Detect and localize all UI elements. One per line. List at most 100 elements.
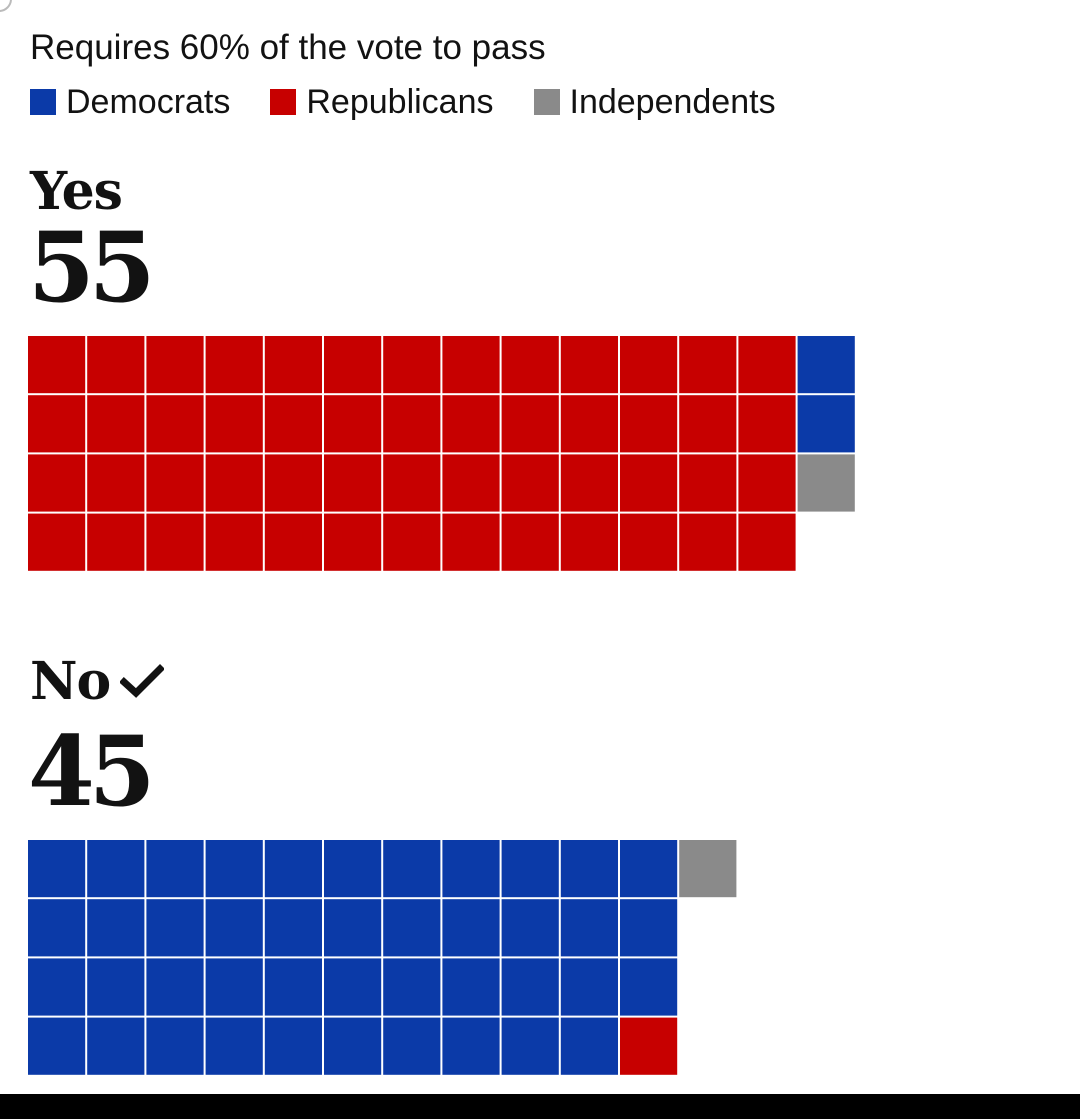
waffle-cell-yes-republicans — [205, 336, 263, 394]
no-count: 45 — [28, 715, 156, 828]
waffle-cell-yes-republicans — [620, 336, 678, 394]
waffle-cell-no-democrats — [560, 958, 618, 1016]
waffle-cell-yes-republicans — [205, 454, 263, 512]
waffle-cell-no-democrats — [205, 899, 263, 957]
waffle-cell-yes-republicans — [205, 395, 263, 453]
waffle-cell-no-democrats — [28, 899, 86, 957]
yes-label-text: Yes — [30, 161, 123, 222]
legend-item-republicans: Republicans — [270, 83, 494, 122]
yes-waffle — [28, 336, 855, 571]
legend-label-democrats: Democrats — [66, 82, 231, 121]
waffle-cell-yes-republicans — [205, 513, 263, 571]
waffle-cell-yes-republicans — [738, 513, 796, 571]
waffle-cell-yes-republicans — [383, 336, 441, 394]
waffle-cell-no-democrats — [87, 840, 145, 898]
waffle-cell-yes-republicans — [560, 454, 618, 512]
waffle-cell-yes-republicans — [146, 454, 204, 512]
waffle-cell-no-democrats — [28, 958, 86, 1016]
waffle-cell-yes-republicans — [620, 454, 678, 512]
waffle-cell-yes-republicans — [620, 395, 678, 453]
waffle-cell-yes-republicans — [560, 513, 618, 571]
waffle-cell-no-democrats — [324, 958, 382, 1016]
waffle-cell-yes-republicans — [442, 395, 500, 453]
waffle-cell-yes-republicans — [28, 336, 86, 394]
waffle-cell-yes-republicans — [324, 454, 382, 512]
waffle-cell-yes-republicans — [738, 336, 796, 394]
waffle-cell-no-democrats — [87, 1017, 145, 1075]
waffle-cell-yes-republicans — [501, 513, 559, 571]
waffle-cell-no-democrats — [620, 840, 678, 898]
waffle-cell-yes-republicans — [383, 454, 441, 512]
waffle-cell-yes-republicans — [146, 395, 204, 453]
waffle-cell-yes-republicans — [324, 336, 382, 394]
waffle-cell-yes-republicans — [28, 395, 86, 453]
waffle-cell-no-democrats — [442, 1017, 500, 1075]
waffle-cell-yes-republicans — [87, 513, 145, 571]
waffle-cell-no-democrats — [264, 1017, 322, 1075]
waffle-cell-no-democrats — [87, 899, 145, 957]
waffle-cell-no-democrats — [383, 958, 441, 1016]
waffle-cell-no-democrats — [501, 840, 559, 898]
no-label-text: No — [30, 651, 111, 712]
waffle-cell-yes-republicans — [264, 513, 322, 571]
waffle-cell-no-democrats — [205, 840, 263, 898]
waffle-cell-no-democrats — [264, 899, 322, 957]
waffle-cell-no-democrats — [324, 899, 382, 957]
waffle-cell-no-democrats — [146, 958, 204, 1016]
waffle-cell-no-democrats — [146, 840, 204, 898]
waffle-cell-yes-republicans — [501, 454, 559, 512]
waffle-cell-no-democrats — [560, 840, 618, 898]
waffle-cell-no-democrats — [560, 1017, 618, 1075]
waffle-cell-yes-republicans — [560, 395, 618, 453]
waffle-cell-yes-republicans — [87, 336, 145, 394]
waffle-cell-no-democrats — [620, 958, 678, 1016]
waffle-cell-no-democrats — [501, 899, 559, 957]
no-label: No — [30, 651, 165, 712]
waffle-cell-no-democrats — [264, 958, 322, 1016]
waffle-cell-yes-republicans — [87, 454, 145, 512]
waffle-cell-no-democrats — [442, 840, 500, 898]
waffle-cell-no-democrats — [146, 899, 204, 957]
waffle-cell-no-democrats — [146, 1017, 204, 1075]
waffle-cell-no-democrats — [205, 958, 263, 1016]
waffle-cell-yes-republicans — [264, 454, 322, 512]
waffle-cell-yes-republicans — [28, 454, 86, 512]
waffle-cell-no-democrats — [383, 899, 441, 957]
waffle-cell-no-democrats — [383, 1017, 441, 1075]
chart-subtitle: Requires 60% of the vote to pass — [30, 28, 546, 67]
waffle-cell-yes-republicans — [442, 336, 500, 394]
waffle-cell-yes-republicans — [501, 336, 559, 394]
corner-artifact — [0, 0, 12, 12]
waffle-cell-yes-republicans — [738, 395, 796, 453]
checkmark-icon — [120, 664, 165, 698]
legend-swatch-democrats — [30, 89, 56, 115]
yes-label: Yes — [30, 161, 123, 222]
waffle-cell-yes-republicans — [679, 395, 737, 453]
waffle-cell-yes-republicans — [324, 513, 382, 571]
waffle-cell-no-democrats — [87, 958, 145, 1016]
bottom-bar — [0, 1094, 1080, 1119]
legend-item-independents: Independents — [533, 82, 776, 122]
waffle-cell-no-democrats — [383, 840, 441, 898]
waffle-cell-yes-republicans — [383, 395, 441, 453]
waffle-cell-no-democrats — [442, 958, 500, 1016]
waffle-cell-no-democrats — [28, 840, 86, 898]
legend: Democrats Republicans Independents — [30, 80, 816, 124]
waffle-cell-yes-republicans — [324, 395, 382, 453]
waffle-cell-yes-republicans — [620, 513, 678, 571]
waffle-cell-no-democrats — [28, 1017, 86, 1075]
waffle-cell-yes-republicans — [679, 513, 737, 571]
waffle-cell-yes-republicans — [679, 454, 737, 512]
waffle-cell-no-democrats — [442, 899, 500, 957]
waffle-cell-yes-republicans — [383, 513, 441, 571]
legend-label-independents: Independents — [569, 82, 776, 121]
waffle-cell-no-democrats — [324, 1017, 382, 1075]
no-waffle — [28, 840, 737, 1075]
waffle-cell-yes-republicans — [146, 336, 204, 394]
waffle-cell-yes-independents — [797, 454, 855, 512]
waffle-cell-yes-democrats — [797, 395, 855, 453]
waffle-cell-no-democrats — [205, 1017, 263, 1075]
waffle-cell-yes-democrats — [797, 336, 855, 394]
waffle-cell-yes-republicans — [264, 395, 322, 453]
waffle-cell-no-democrats — [324, 840, 382, 898]
